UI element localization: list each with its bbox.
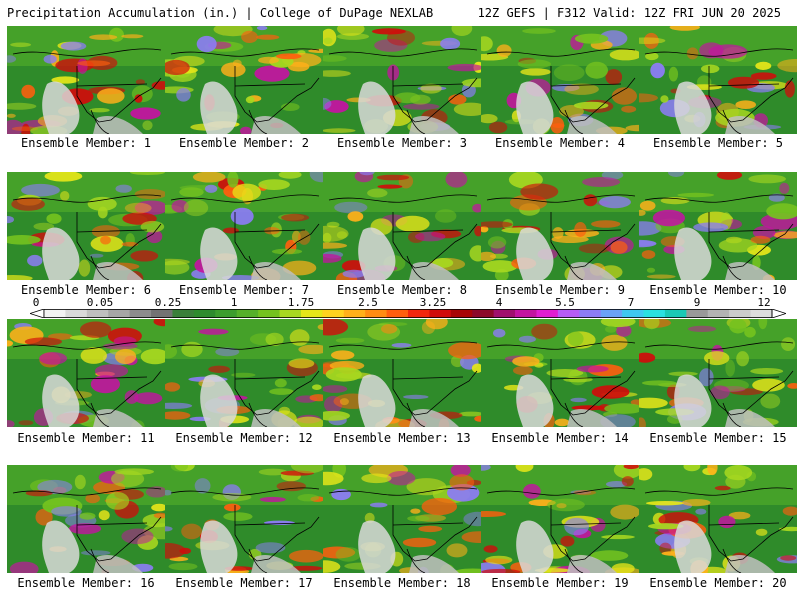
ensemble-map-15 <box>639 319 797 427</box>
colorbar-swatch <box>44 309 66 318</box>
ensemble-map-8 <box>323 172 481 280</box>
precipitation-colorbar <box>30 309 786 318</box>
colorbar-swatch <box>236 309 259 318</box>
colorbar-swatch <box>172 309 195 318</box>
ensemble-member-label: Ensemble Member: 12 <box>175 431 313 445</box>
ensemble-member-label: Ensemble Member: 15 <box>649 431 787 445</box>
ensemble-map-2 <box>165 26 323 134</box>
ensemble-member-label: Ensemble Member: 1 <box>20 136 152 150</box>
colorbar-swatch <box>108 309 131 318</box>
product-title: Precipitation Accumulation (in.) | Colle… <box>7 6 434 20</box>
ensemble-member-label: Ensemble Member: 3 <box>336 136 468 150</box>
colorbar-swatch <box>129 309 152 318</box>
colorbar-swatch <box>686 309 709 318</box>
ensemble-map-14 <box>481 319 639 427</box>
colorbar-left-arrow <box>30 309 45 318</box>
colorbar-swatch <box>429 309 452 318</box>
ensemble-map-11 <box>7 319 165 427</box>
ensemble-map-18 <box>323 465 481 573</box>
ensemble-map-1 <box>7 26 165 134</box>
colorbar-swatch <box>300 309 323 318</box>
ensemble-map-9 <box>481 172 639 280</box>
ensemble-member-label: Ensemble Member: 18 <box>333 576 471 590</box>
colorbar-tick-label: 4 <box>495 296 503 309</box>
colorbar-swatch <box>750 309 773 318</box>
ensemble-member-label: Ensemble Member: 2 <box>178 136 310 150</box>
colorbar-swatch <box>515 309 537 318</box>
colorbar-swatch <box>450 309 473 318</box>
ensemble-member-label: Ensemble Member: 10 <box>649 283 787 297</box>
ensemble-member-label: Ensemble Member: 9 <box>494 283 626 297</box>
ensemble-member-label: Ensemble Member: 14 <box>491 431 629 445</box>
ensemble-map-10 <box>639 172 797 280</box>
ensemble-map-16 <box>7 465 165 573</box>
colorbar-tick-label: 3.25 <box>419 296 447 309</box>
ensemble-member-label: Ensemble Member: 4 <box>494 136 626 150</box>
colorbar-swatch <box>365 309 387 318</box>
ensemble-member-label: Ensemble Member: 17 <box>175 576 313 590</box>
valid-time-label: 12Z GEFS | F312 Valid: 12Z FRI JUN 20 20… <box>477 6 781 20</box>
colorbar-swatch <box>472 309 495 318</box>
ensemble-member-label: Ensemble Member: 19 <box>491 576 629 590</box>
colorbar-tick-label: 0 <box>32 296 40 309</box>
ensemble-member-label: Ensemble Member: 20 <box>649 576 787 590</box>
colorbar-swatch <box>86 309 109 318</box>
ensemble-map-5 <box>639 26 797 134</box>
colorbar-tick-label: 5.5 <box>555 296 575 309</box>
ensemble-member-label: Ensemble Member: 8 <box>336 283 468 297</box>
colorbar-swatch <box>643 309 666 318</box>
ensemble-map-6 <box>7 172 165 280</box>
colorbar-swatch <box>664 309 687 318</box>
ensemble-map-3 <box>323 26 481 134</box>
colorbar-tick-label: 0.25 <box>154 296 182 309</box>
colorbar-swatch <box>151 309 173 318</box>
colorbar-swatch <box>579 309 602 318</box>
colorbar-swatch <box>729 309 751 318</box>
colorbar-tick-label: 2.5 <box>358 296 378 309</box>
ensemble-map-12 <box>165 319 323 427</box>
ensemble-map-19 <box>481 465 639 573</box>
colorbar-swatch <box>215 309 238 318</box>
ensemble-map-17 <box>165 465 323 573</box>
ensemble-member-label: Ensemble Member: 6 <box>20 283 152 297</box>
ensemble-member-label: Ensemble Member: 11 <box>17 431 155 445</box>
colorbar-swatch <box>193 309 216 318</box>
ensemble-member-label: Ensemble Member: 5 <box>652 136 784 150</box>
colorbar-swatch <box>322 309 345 318</box>
colorbar-tick-label: 1 <box>230 296 238 309</box>
ensemble-member-label: Ensemble Member: 13 <box>333 431 471 445</box>
colorbar-right-arrow <box>771 309 786 318</box>
colorbar-swatch <box>622 309 644 318</box>
colorbar-tick-label: 12 <box>757 296 771 309</box>
colorbar-tick-label: 9 <box>693 296 701 309</box>
colorbar-swatch <box>279 309 302 318</box>
colorbar-swatch <box>386 309 409 318</box>
colorbar-swatch <box>493 309 516 318</box>
colorbar-tick-label: 1.75 <box>287 296 315 309</box>
colorbar-swatch <box>258 309 280 318</box>
colorbar-swatch <box>557 309 580 318</box>
colorbar-swatch <box>536 309 559 318</box>
colorbar-swatch <box>65 309 88 318</box>
colorbar-swatch <box>408 309 430 318</box>
ensemble-map-7 <box>165 172 323 280</box>
colorbar-swatch <box>343 309 366 318</box>
colorbar-swatch <box>707 309 730 318</box>
ensemble-map-20 <box>639 465 797 573</box>
ensemble-map-4 <box>481 26 639 134</box>
ensemble-member-label: Ensemble Member: 7 <box>178 283 310 297</box>
colorbar-tick-label: 7 <box>627 296 635 309</box>
colorbar-tick-label: 0.05 <box>86 296 114 309</box>
ensemble-member-label: Ensemble Member: 16 <box>17 576 155 590</box>
ensemble-map-13 <box>323 319 481 427</box>
colorbar-swatch <box>600 309 623 318</box>
